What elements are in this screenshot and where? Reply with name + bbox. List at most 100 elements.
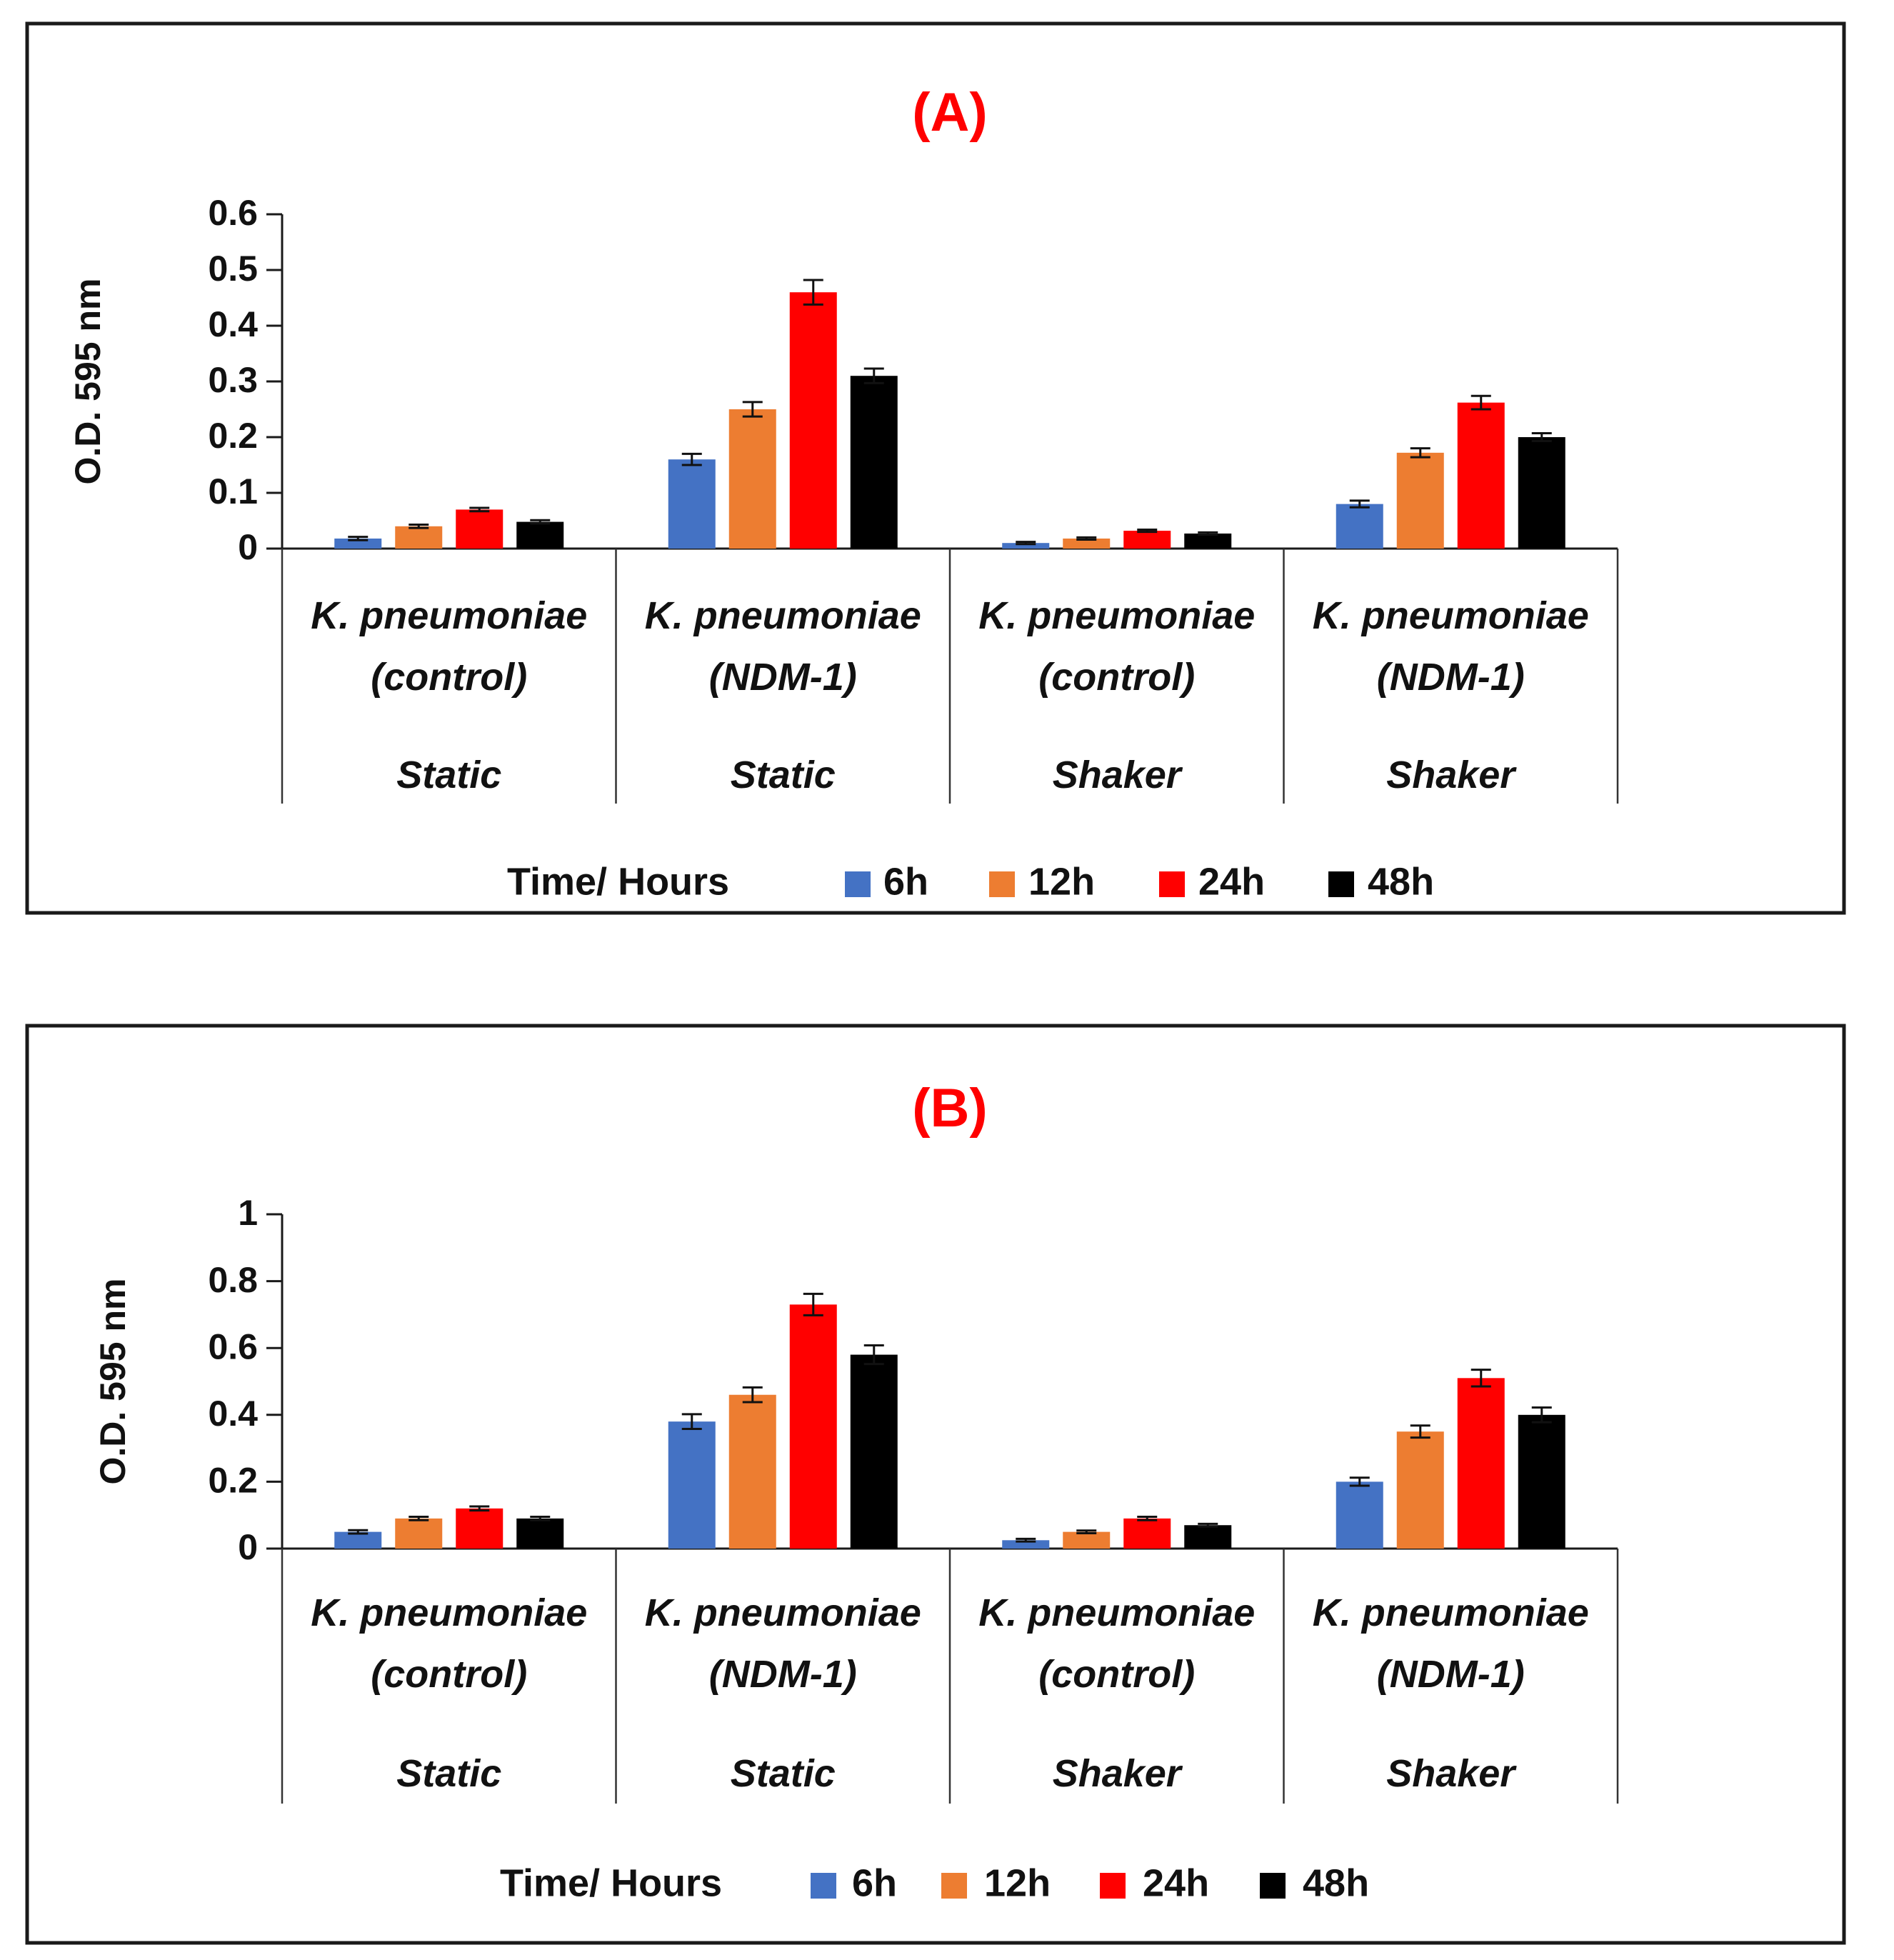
- legend: Time/ Hours 6h 12h 24h 48h: [507, 860, 1434, 903]
- error-bar-24h-3: [1470, 1369, 1491, 1388]
- error-bar-6h-2: [1016, 541, 1036, 546]
- bar-48h-3: [1518, 437, 1565, 549]
- bar-48h-1: [850, 1354, 898, 1549]
- bar-6h-1: [668, 1421, 716, 1549]
- category-label-strain: K. pneumoniae: [311, 594, 587, 637]
- bar-48h-1: [850, 376, 898, 549]
- y-tick-label: 0.3: [208, 360, 258, 400]
- bar-24h-2: [1123, 531, 1171, 549]
- error-bar-12h-2: [1076, 1529, 1097, 1534]
- bar-12h-1: [728, 409, 776, 549]
- category-label-type: (control): [371, 656, 527, 699]
- bar-24h-3: [1457, 402, 1505, 549]
- error-bar-12h-2: [1076, 536, 1097, 541]
- bar-6h-0: [334, 1531, 382, 1549]
- error-bar-48h-1: [863, 367, 884, 384]
- error-bar-12h-1: [742, 401, 763, 418]
- error-bar-48h-2: [1198, 1522, 1218, 1528]
- bar-12h-0: [395, 526, 443, 549]
- bar-12h-2: [1063, 1531, 1111, 1549]
- bar-12h-0: [395, 1518, 443, 1549]
- error-bar-24h-1: [803, 279, 823, 306]
- bar-24h-1: [789, 292, 837, 549]
- panel-frame: [25, 1024, 1846, 1945]
- category-label-strain: K. pneumoniae: [645, 594, 921, 637]
- category-label-condition: Static: [396, 754, 501, 796]
- y-tick-label: 0.1: [208, 471, 258, 511]
- legend-label-48h: 48h: [1303, 1861, 1369, 1904]
- legend-swatch-24h: [1159, 871, 1185, 897]
- legend-swatch-12h: [941, 1873, 967, 1899]
- category-label-condition: Static: [731, 1752, 836, 1795]
- legend-title: Time/ Hours: [507, 860, 729, 903]
- category-label-strain: K. pneumoniae: [1313, 594, 1589, 637]
- y-tick-label: 1: [238, 1193, 258, 1233]
- chart-title: (A): [912, 82, 988, 143]
- bar-12h-3: [1396, 1431, 1444, 1549]
- category-label-type: (NDM-1): [1377, 1653, 1525, 1696]
- category-label-strain: K. pneumoniae: [1313, 1591, 1589, 1634]
- error-bar-24h-0: [469, 506, 490, 513]
- bar-24h-3: [1457, 1378, 1505, 1549]
- error-bar-24h-1: [803, 1292, 823, 1316]
- error-bar-6h-3: [1349, 1476, 1370, 1487]
- category-label-strain: K. pneumoniae: [645, 1591, 921, 1634]
- error-bar-48h-0: [530, 1516, 551, 1521]
- bar-48h-0: [516, 521, 564, 549]
- panel-frame: [25, 21, 1846, 915]
- y-tick-label: 0: [238, 527, 258, 567]
- bar-6h-2: [1002, 1540, 1050, 1549]
- error-bar-12h-3: [1410, 1424, 1430, 1439]
- y-axis-label: O.D. 595 nm: [68, 279, 108, 485]
- bar-12h-3: [1396, 452, 1444, 549]
- legend-swatch-24h: [1100, 1873, 1126, 1899]
- error-bar-6h-1: [681, 452, 702, 466]
- bar-24h-0: [456, 509, 503, 549]
- category-label-condition: Shaker: [1386, 754, 1517, 796]
- legend-swatch-6h: [845, 871, 871, 897]
- bar-48h-2: [1184, 533, 1232, 549]
- bar-12h-2: [1063, 538, 1111, 549]
- bar-24h-2: [1123, 1518, 1171, 1549]
- error-bar-6h-1: [681, 1413, 702, 1430]
- category-label-condition: Static: [731, 754, 836, 796]
- legend-swatch-12h: [989, 871, 1015, 897]
- y-tick-label: 0.6: [208, 1326, 258, 1366]
- error-bar-12h-1: [742, 1386, 763, 1404]
- error-bar-12h-3: [1410, 447, 1430, 459]
- error-bar-24h-2: [1137, 1516, 1158, 1521]
- y-tick-label: 0.2: [208, 416, 258, 456]
- category-label-type: (NDM-1): [709, 656, 857, 699]
- category-label-condition: Shaker: [1386, 1752, 1517, 1795]
- error-bar-6h-0: [348, 536, 369, 541]
- bar-6h-2: [1002, 543, 1050, 549]
- y-tick-label: 0.2: [208, 1461, 258, 1501]
- chart-panel-b: (B) 0 0.2 0.4 0.6 0.8 1 O.D. 595 nm K. pneumonia…: [25, 1024, 1846, 1945]
- y-tick-label: 0: [238, 1527, 258, 1567]
- legend-swatch-48h: [1328, 871, 1354, 897]
- error-bar-48h-2: [1198, 531, 1218, 536]
- category-label-strain: K. pneumoniae: [978, 594, 1255, 637]
- error-bar-24h-2: [1137, 528, 1158, 534]
- category-label-type: (control): [371, 1653, 527, 1696]
- chart-panel-a: (A) 0 0.1 0.2 0.3 0.4 0.5 0.6 O.D. 595 nm K. pneu…: [25, 21, 1846, 915]
- bar-12h-1: [728, 1394, 776, 1549]
- y-tick-label: 0.6: [208, 193, 258, 233]
- error-bar-6h-2: [1016, 1537, 1036, 1543]
- category-label-type: (control): [1038, 1653, 1195, 1696]
- category-label-type: (NDM-1): [1377, 656, 1525, 699]
- error-bar-48h-3: [1531, 1406, 1552, 1424]
- bar-24h-0: [456, 1508, 503, 1549]
- bar-48h-2: [1184, 1525, 1232, 1549]
- error-bar-48h-3: [1531, 432, 1552, 442]
- error-bar-24h-0: [469, 1505, 490, 1512]
- legend-label-48h: 48h: [1368, 860, 1434, 903]
- legend: Time/ Hours 6h 12h 24h 48h: [500, 1861, 1369, 1904]
- bar-6h-3: [1336, 1481, 1383, 1549]
- category-label-strain: K. pneumoniae: [978, 1591, 1255, 1634]
- error-bar-24h-3: [1470, 394, 1491, 411]
- y-tick-label: 0.4: [208, 304, 258, 344]
- category-label-condition: Shaker: [1053, 754, 1183, 796]
- bar-48h-0: [516, 1518, 564, 1549]
- legend-label-24h: 24h: [1198, 860, 1265, 903]
